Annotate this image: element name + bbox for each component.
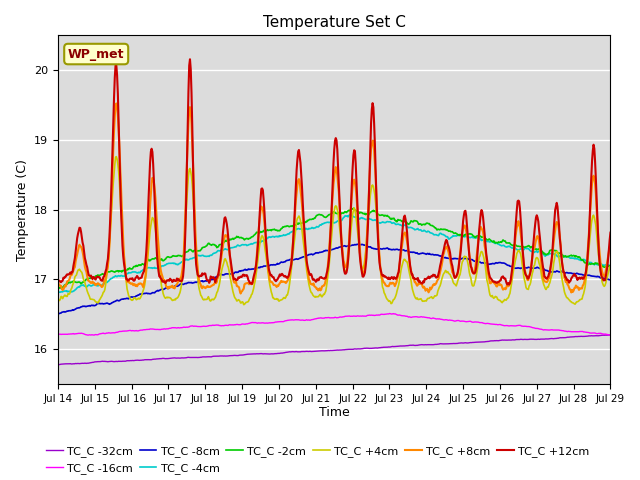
TC_C +4cm [557,271,565,276]
TC_C -2cm [175,253,183,259]
TC_C -2cm [380,213,388,219]
TC_C +12cm [380,274,388,279]
TC_C -4cm [54,289,62,295]
TC_C -16cm [176,325,184,331]
TC_C +8cm [435,273,443,278]
TC_C -8cm [435,252,442,258]
TC_C -8cm [557,269,564,275]
TC_C -2cm [199,245,207,251]
TC_C -8cm [607,277,614,283]
TC_C -16cm [557,327,565,333]
TC_C +8cm [381,281,388,287]
Text: WP_met: WP_met [68,48,124,60]
TC_C -16cm [386,311,394,316]
TC_C -16cm [607,332,614,338]
TC_C -32cm [607,332,614,338]
TC_C -8cm [380,246,388,252]
TC_C -32cm [556,335,564,341]
TC_C -8cm [199,279,207,285]
TC_C -2cm [435,227,442,232]
TC_C +4cm [327,237,335,243]
TC_C -2cm [54,286,62,291]
TC_C +12cm [557,253,565,259]
TC_C -2cm [326,212,333,217]
TC_C +12cm [326,232,334,238]
TC_C -32cm [54,362,62,368]
Line: TC_C +4cm: TC_C +4cm [58,156,611,305]
Title: Temperature Set C: Temperature Set C [263,15,406,30]
TC_C +12cm [175,277,183,283]
TC_C -4cm [326,219,333,225]
TC_C -32cm [380,345,387,350]
TC_C +12cm [506,282,513,288]
TC_C +4cm [240,302,248,308]
TC_C -32cm [434,341,442,347]
TC_C +8cm [237,290,244,296]
Line: TC_C -32cm: TC_C -32cm [58,335,611,365]
TC_C +8cm [176,278,184,284]
TC_C +4cm [54,298,62,304]
X-axis label: Time: Time [319,407,349,420]
TC_C -16cm [435,316,443,322]
TC_C -4cm [557,253,564,259]
TC_C +4cm [607,264,614,269]
TC_C -32cm [326,348,333,353]
TC_C +4cm [113,154,120,159]
TC_C -8cm [175,282,183,288]
TC_C +8cm [54,281,62,287]
Line: TC_C -8cm: TC_C -8cm [58,244,611,314]
TC_C -4cm [607,263,614,269]
TC_C +4cm [176,289,184,295]
TC_C -16cm [84,332,92,338]
TC_C +8cm [327,217,335,223]
TC_C +12cm [435,271,442,276]
TC_C +8cm [200,284,207,290]
TC_C -2cm [607,264,614,269]
Legend: TC_C -32cm, TC_C -16cm, TC_C -8cm, TC_C -4cm, TC_C -2cm, TC_C +4cm, TC_C +8cm, T: TC_C -32cm, TC_C -16cm, TC_C -8cm, TC_C … [42,442,594,478]
TC_C +12cm [607,230,614,236]
TC_C -4cm [346,212,354,218]
TC_C -4cm [435,233,442,239]
TC_C +4cm [200,297,207,303]
TC_C -32cm [199,354,207,360]
TC_C -2cm [349,205,357,211]
Line: TC_C -4cm: TC_C -4cm [58,215,611,292]
TC_C -16cm [200,324,207,329]
Line: TC_C +8cm: TC_C +8cm [58,104,611,293]
TC_C -2cm [557,251,564,257]
TC_C +12cm [200,271,207,277]
TC_C +8cm [557,252,565,258]
TC_C +4cm [435,284,443,290]
TC_C -16cm [326,315,334,321]
TC_C +8cm [607,241,614,247]
TC_C -4cm [380,220,388,226]
TC_C +12cm [186,56,194,62]
TC_C -8cm [54,311,62,317]
Y-axis label: Temperature (C): Temperature (C) [15,159,29,261]
TC_C -8cm [353,241,361,247]
Line: TC_C -16cm: TC_C -16cm [58,313,611,335]
TC_C -8cm [326,247,333,253]
TC_C -4cm [175,261,183,266]
TC_C +4cm [381,291,388,297]
Line: TC_C -2cm: TC_C -2cm [58,208,611,288]
Line: TC_C +12cm: TC_C +12cm [58,59,611,285]
TC_C -16cm [380,312,388,317]
TC_C -4cm [199,252,207,258]
TC_C +12cm [54,277,62,283]
TC_C -32cm [175,355,183,361]
TC_C +8cm [113,101,120,107]
TC_C -16cm [54,332,62,337]
